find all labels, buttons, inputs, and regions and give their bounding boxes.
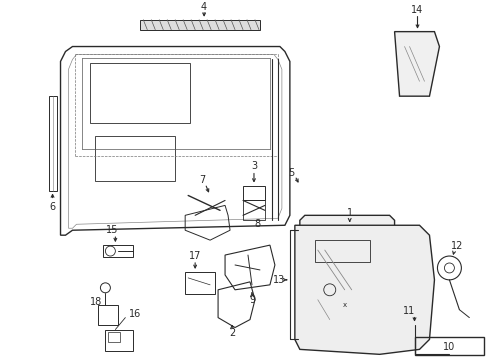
Text: 8: 8: [254, 219, 260, 229]
Polygon shape: [295, 225, 435, 354]
Text: 12: 12: [451, 241, 464, 251]
Polygon shape: [300, 215, 394, 345]
Bar: [185, 272, 215, 294]
Text: 2: 2: [229, 328, 235, 338]
Bar: [108, 333, 121, 342]
Bar: [98, 305, 119, 325]
Text: 6: 6: [49, 202, 55, 212]
Text: 11: 11: [403, 306, 416, 316]
Text: 3: 3: [251, 161, 257, 171]
Text: 13: 13: [273, 275, 285, 285]
Text: 15: 15: [106, 225, 119, 235]
Bar: [96, 136, 175, 181]
Bar: [49, 96, 56, 190]
Bar: [105, 329, 133, 351]
Bar: [315, 240, 369, 262]
Text: 1: 1: [346, 208, 353, 219]
Text: 17: 17: [189, 251, 201, 261]
Text: 14: 14: [412, 5, 424, 15]
Text: 5: 5: [288, 168, 294, 177]
Bar: [91, 63, 190, 123]
Bar: [103, 245, 133, 257]
Text: 18: 18: [90, 297, 102, 307]
Text: 4: 4: [201, 2, 207, 12]
Bar: [415, 337, 484, 355]
Text: 9: 9: [249, 295, 255, 305]
Text: 16: 16: [129, 309, 142, 319]
Polygon shape: [394, 32, 440, 96]
Text: 10: 10: [443, 342, 456, 352]
Bar: [140, 20, 260, 30]
Text: x: x: [343, 302, 347, 308]
Bar: [243, 201, 265, 220]
Text: 7: 7: [199, 175, 205, 185]
Bar: [243, 185, 265, 201]
